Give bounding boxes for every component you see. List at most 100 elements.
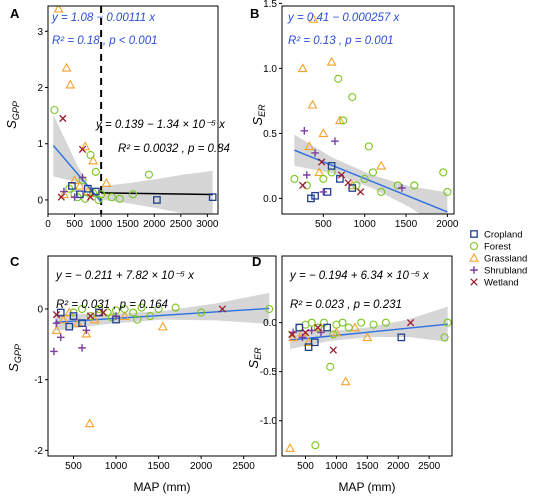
data-point-forest [154,304,163,314]
data-point-wetland [86,312,95,320]
data-point-wetland [59,114,67,123]
regression-stats: R² = 0.13 , p = 0.001 [288,35,394,47]
data-point-wetland [344,179,352,187]
data-point-wetland [314,323,322,332]
data-point-grassland [53,6,64,13]
data-point-wetland [99,308,107,317]
data-point-grassland [308,13,319,23]
legend-label: Forest [484,242,511,253]
data-point-wetland [57,193,65,201]
data-point-cropland [310,338,319,347]
data-point-grassland [362,332,373,342]
data-point-shrubland [112,312,120,320]
data-point-forest [91,167,100,176]
data-point-forest [290,174,299,183]
data-point-cropland [327,162,336,170]
data-point-forest [410,181,419,190]
data-point-shrubland [78,173,87,182]
data-point-forest [313,323,322,332]
x-axis-ticks: 500 1000 1500 2000 2500 [297,456,441,472]
panel-label-c: C [10,254,20,269]
data-point-wetland [329,346,337,354]
plot-frame [47,5,219,215]
legend-label: Wetland [484,278,519,289]
y-axis-label: SER [250,104,267,126]
y-axis-label: SER [246,347,263,369]
panel-d: D 500 1000 1500 2000 2500 -1.0 -0.5 0.0 SER MA… [246,254,453,494]
panel-c: C 500 1000 1500 2000 2500 -2 -1 0 SGPP MAP (mm… [6,254,277,494]
data-point-grassland [157,321,168,331]
data-point-shrubland [398,184,406,192]
data-point-grassland [81,328,92,338]
x-tick-label: 1000 [325,461,348,472]
x-axis-label: MAP (mm) [338,480,395,494]
data-point-forest [338,318,347,327]
x-tick-label: 2500 [233,461,256,472]
data-point-forest [368,168,378,177]
legend-entry-wetland: Wetland [470,278,519,289]
data-point-shrubland [50,347,58,356]
y-tick-label: 1 [37,139,43,150]
data-point-forest [381,318,390,327]
regression-line [294,149,448,213]
data-point-forest [197,308,206,317]
data-point-wetland [52,310,61,319]
legend-marker-grassland [469,252,479,262]
data-point-forest [107,193,116,202]
data-point-cropland [69,312,78,320]
data-point-forest [364,142,373,151]
data-point-shrubland [56,333,65,342]
y-tick-label: 0.5 [263,129,277,140]
x-tick-label: 1000 [90,219,113,230]
x-axis-ticks: 500 1000 1500 2000 2500 [65,456,255,472]
data-point-forest [329,330,338,339]
data-point-forest [295,323,304,332]
data-point-grassland [334,115,345,125]
data-point-grassland [285,443,295,452]
y-axis-ticks: 0.0 0.5 1.0 1.5 [263,0,282,205]
data-point-shrubland [78,344,86,352]
y-tick-label: 0 [37,195,43,206]
x-tick-label: 2500 [170,219,193,230]
legend-entry-forest: Forest [469,241,511,253]
panel-label-d: D [252,254,261,269]
data-point-grassland [80,141,91,151]
y-tick-label: 0.0 [263,318,277,329]
x-tick-label: 1000 [354,219,377,230]
y-tick-label: -1 [34,375,43,386]
data-point-forest [146,312,155,321]
data-point-grassland [74,180,85,190]
legend-marker-shrubland [470,266,478,274]
x-tick-label: 3000 [196,219,219,230]
data-points-layer [50,303,274,428]
confidence-band-layer [54,292,270,331]
data-point-grassland [59,189,69,199]
y-tick-label: 3 [37,27,43,38]
regression-line [101,192,213,196]
legend-marker-forest [469,241,479,251]
data-point-grassland [64,307,75,317]
data-point-cropland [153,196,161,204]
confidence-band [101,170,213,214]
data-point-forest [377,187,386,196]
y-tick-label: 1.0 [263,64,277,75]
data-point-forest [443,318,452,327]
data-point-cropland [95,308,103,317]
data-point-forest [107,313,116,322]
data-point-shrubland [307,326,316,335]
confidence-band [54,292,270,331]
data-point-grassland [58,314,69,324]
data-point-forest [357,318,366,327]
data-point-forest [144,170,153,179]
y-axis-ticks: -2 -1 0 [34,305,48,457]
data-point-wetland [301,328,310,337]
data-point-wetland [406,319,415,327]
regression-equation: y = 1.08 − 0.00111 x [51,12,156,24]
legend-marker-cropland [470,230,478,238]
regression-line [289,323,448,341]
data-point-grassland [51,325,62,334]
panel-label-b: B [250,6,259,21]
data-point-cropland [56,308,65,317]
